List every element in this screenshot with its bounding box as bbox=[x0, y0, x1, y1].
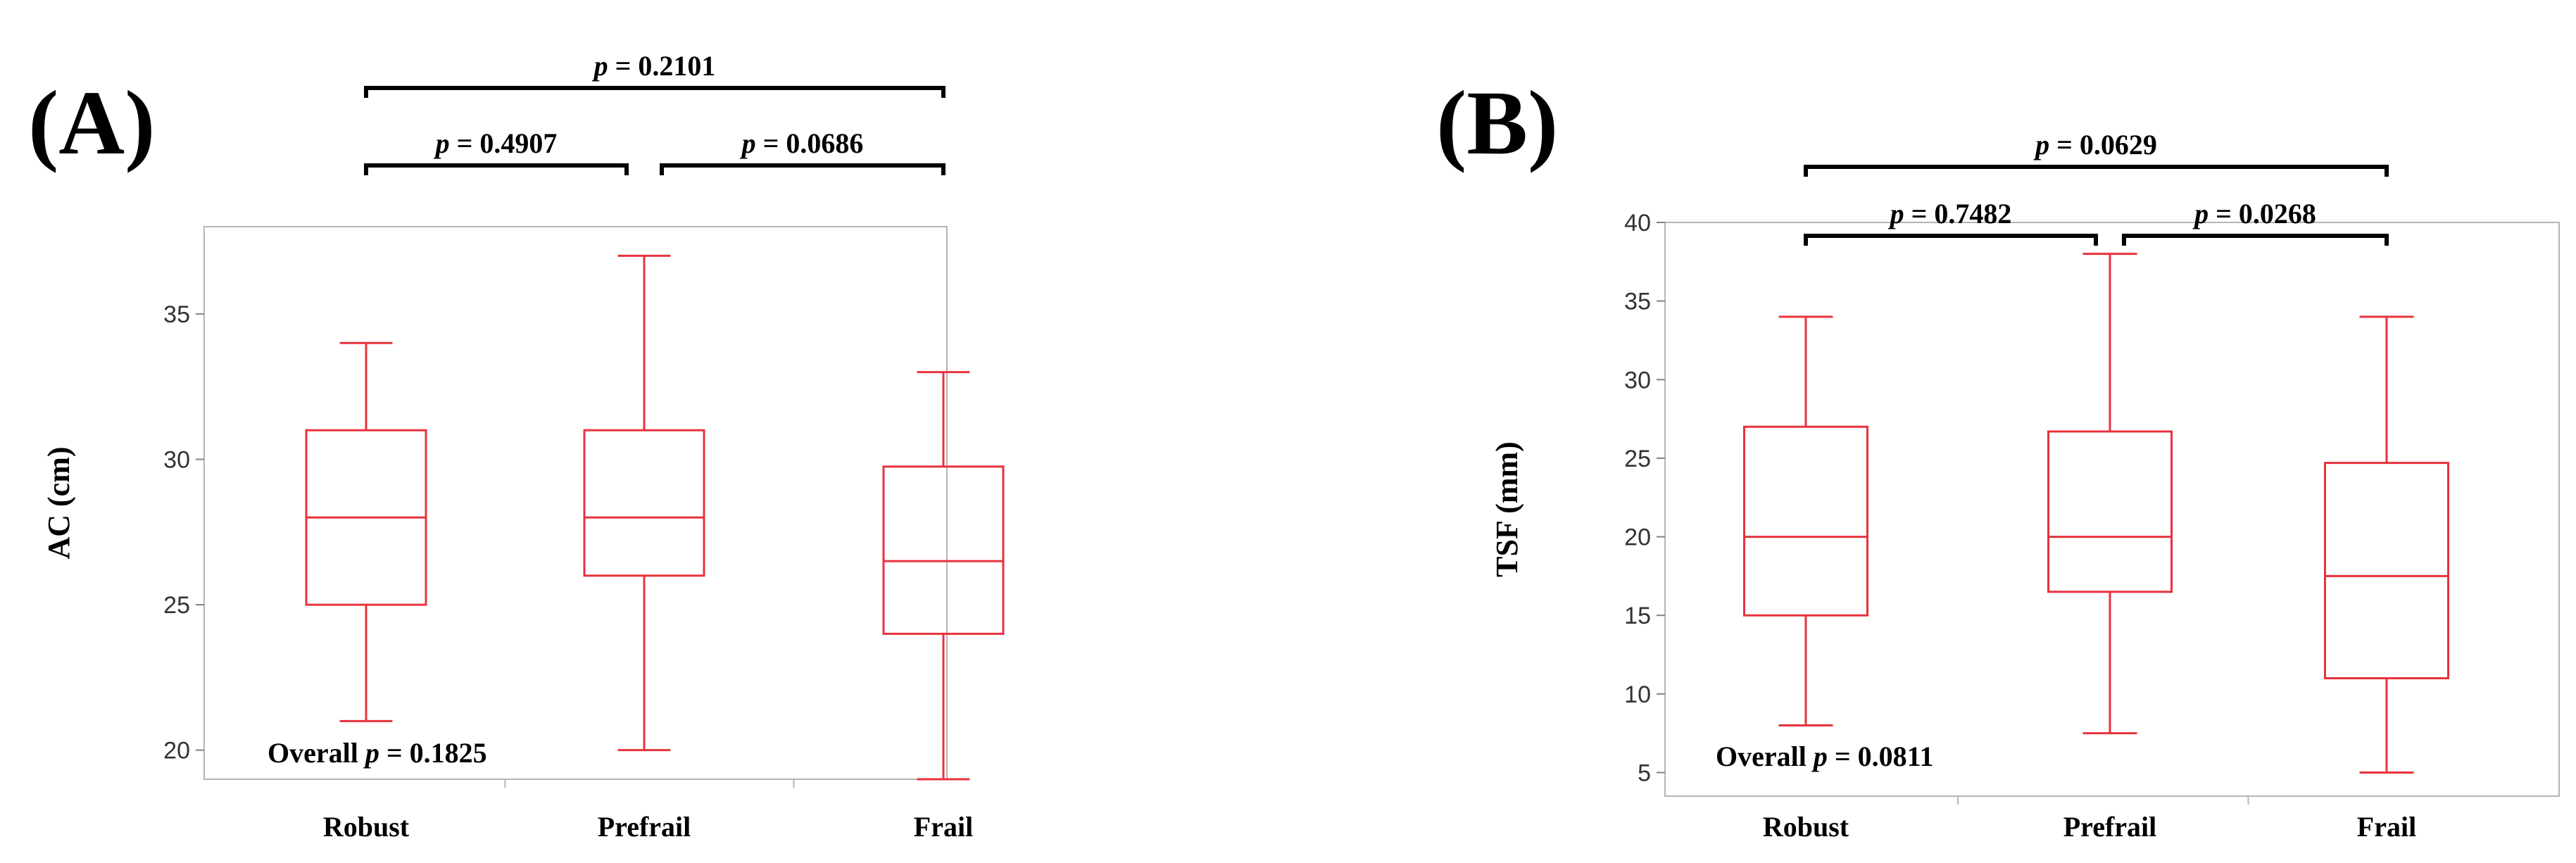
y-tick-label: 25 bbox=[163, 592, 190, 619]
y-tick-label: 30 bbox=[1624, 367, 1651, 393]
y-tick-label: 5 bbox=[1638, 760, 1651, 787]
comparison-value: = 0.0686 bbox=[756, 127, 864, 159]
y-tick-label: 35 bbox=[1624, 289, 1651, 315]
y-tick-label: 40 bbox=[1624, 210, 1651, 237]
comparison-bracket bbox=[660, 163, 945, 175]
comparison-p-value: p = 0.0268 bbox=[2192, 198, 2316, 229]
comparison-bracket bbox=[2122, 234, 2389, 246]
box-prefrail bbox=[583, 254, 705, 752]
panel-label: (B) bbox=[1436, 73, 1558, 174]
iqr-box bbox=[2047, 430, 2173, 593]
panel-label: (A) bbox=[28, 73, 155, 174]
comparison-value: = 0.0268 bbox=[2209, 198, 2316, 229]
box-robust bbox=[305, 341, 427, 722]
y-tick-label: 20 bbox=[1624, 524, 1651, 551]
comparison-p-value: p = 0.0686 bbox=[740, 127, 864, 159]
category-label: Prefrail bbox=[2063, 811, 2157, 843]
comparison-p-value: p = 0.7482 bbox=[1888, 198, 2012, 229]
comparison-value: = 0.0629 bbox=[2049, 129, 2157, 160]
comparison-p: p bbox=[2192, 198, 2209, 229]
comparison-bracket bbox=[364, 163, 629, 175]
overall-value: = 0.0811 bbox=[1828, 741, 1934, 772]
iqr-box bbox=[583, 429, 705, 577]
overall-prefix: Overall bbox=[268, 737, 365, 769]
comparison-value: = 0.4907 bbox=[450, 127, 558, 159]
overall-p-value: Overall p = 0.0811 bbox=[1716, 741, 1933, 772]
y-axis-label: TSF (mm) bbox=[1490, 441, 1524, 577]
comparison-p-value: p = 0.0629 bbox=[2033, 129, 2157, 160]
y-tick-label: 20 bbox=[163, 738, 190, 764]
overall-p-value: Overall p = 0.1825 bbox=[268, 737, 487, 769]
box-robust bbox=[1743, 315, 1868, 727]
y-axis-label: AC (cm) bbox=[42, 446, 76, 559]
y-tick-label: 15 bbox=[1624, 603, 1651, 629]
plot-frame bbox=[1664, 222, 2560, 797]
comparison-bracket bbox=[364, 86, 945, 98]
overall-p: p bbox=[363, 737, 379, 769]
iqr-box bbox=[2324, 462, 2449, 680]
y-tick-label: 30 bbox=[163, 447, 190, 474]
overall-value: = 0.1825 bbox=[379, 737, 487, 769]
y-tick-label: 35 bbox=[163, 301, 190, 328]
comparison-p: p bbox=[592, 50, 608, 82]
category-label: Robust bbox=[323, 811, 410, 843]
box-frail bbox=[882, 371, 1005, 781]
comparison-p-value: p = 0.2101 bbox=[592, 50, 716, 82]
panel-b: (B) 5 10 15 20 25 30 35 40 Robust Prefrail Frail TSF… bbox=[1436, 73, 2560, 843]
comparison-bracket bbox=[1804, 165, 2389, 177]
overall-p: p bbox=[1811, 741, 1828, 772]
category-label: Prefrail bbox=[598, 811, 691, 843]
comparison-p: p bbox=[434, 127, 450, 159]
comparison-value: = 0.7482 bbox=[1904, 198, 2012, 229]
comparison-p: p bbox=[1888, 198, 1904, 229]
comparison-value: = 0.2101 bbox=[608, 50, 716, 82]
iqr-box bbox=[1743, 425, 1868, 617]
y-tick-label: 25 bbox=[1624, 446, 1651, 472]
comparison-p: p bbox=[740, 127, 756, 159]
category-label: Frail bbox=[2357, 811, 2416, 843]
comparison-p-value: p = 0.4907 bbox=[434, 127, 558, 159]
category-label: Frail bbox=[914, 811, 973, 843]
box-frail bbox=[2324, 315, 2449, 774]
comparison-p: p bbox=[2033, 129, 2049, 160]
overall-prefix: Overall bbox=[1716, 741, 1814, 772]
plot-frame bbox=[203, 226, 948, 780]
panel-a: (A) 20 25 30 35 Robust Prefrail Frail AC (cm) Ove… bbox=[28, 50, 1005, 843]
box-prefrail bbox=[2047, 253, 2173, 735]
iqr-box bbox=[882, 465, 1005, 635]
y-tick-label: 10 bbox=[1624, 681, 1651, 708]
comparison-bracket bbox=[1804, 234, 2098, 246]
category-label: Robust bbox=[1763, 811, 1849, 843]
